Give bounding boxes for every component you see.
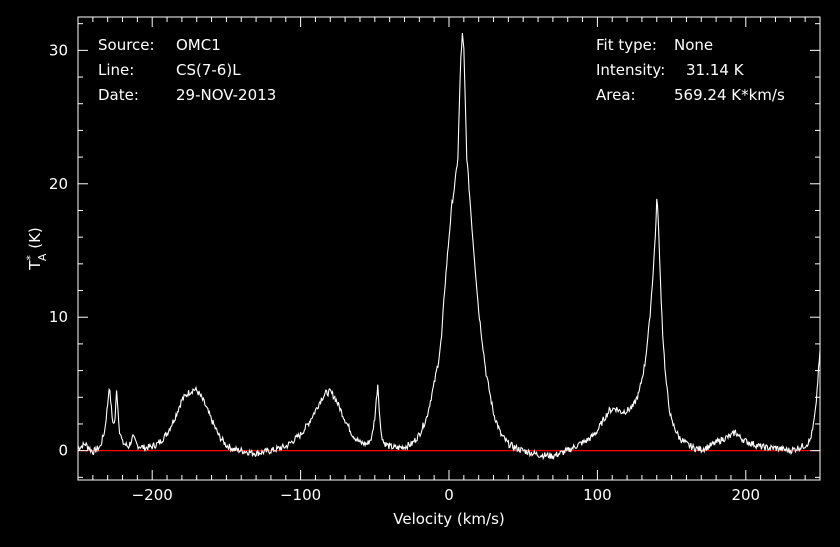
y-axis-label: T*A (K) [24,227,49,271]
area-value: 569.24 K*km/s [674,86,785,104]
y-tick-label: 10 [49,308,68,326]
date-value: 29-NOV-2013 [176,86,276,104]
y-axis-label-main: T [26,260,44,271]
x-tick-label: 100 [583,486,612,504]
intensity-value: 31.14 K [686,61,745,79]
fit-type-key: Fit type: [596,36,657,54]
line-value: CS(7-6)L [176,61,241,79]
x-tick-label: −200 [132,486,173,504]
line-key: Line: [98,61,134,79]
x-tick-label: 0 [444,486,454,504]
x-tick-label: 200 [731,486,760,504]
intensity-key: Intensity: [596,61,665,79]
spectrum-line [77,33,821,461]
fit-type-value: None [674,36,713,54]
area-key: Area: [596,86,636,104]
y-axis-label-unit: (K) [26,227,44,253]
y-axis-label-sub: A [36,253,49,261]
svg-text:T*A (K): T*A (K) [24,227,49,271]
x-axis-label: Velocity (km/s) [393,510,504,528]
date-key: Date: [98,86,139,104]
x-tick-label: −100 [280,486,321,504]
source-key: Source: [98,36,155,54]
y-tick-label: 30 [49,41,68,59]
header-info: Source: OMC1 Line: CS(7-6)L Date: 29-NOV… [98,36,785,104]
y-axis-label-sup: * [24,255,37,261]
y-tick-label: 0 [58,442,68,460]
y-tick-label: 20 [49,175,68,193]
source-value: OMC1 [176,36,221,54]
